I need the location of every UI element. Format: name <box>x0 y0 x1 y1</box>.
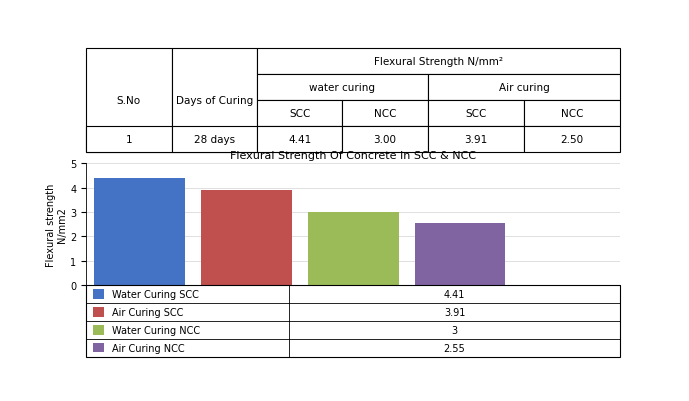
Bar <box>342 101 428 127</box>
Bar <box>92 290 104 299</box>
Bar <box>428 101 524 127</box>
Bar <box>257 75 428 101</box>
Bar <box>172 127 257 153</box>
Bar <box>428 127 524 153</box>
Bar <box>428 75 620 101</box>
Text: 28 DAYS: 28 DAYS <box>331 294 375 304</box>
Bar <box>524 127 620 153</box>
Text: 28 days: 28 days <box>194 135 235 145</box>
Text: 3.91: 3.91 <box>464 135 488 145</box>
Text: 4.41: 4.41 <box>444 290 465 299</box>
Bar <box>92 343 104 352</box>
Text: 2.50: 2.50 <box>560 135 584 145</box>
Bar <box>524 101 620 127</box>
Text: NCC: NCC <box>561 109 584 119</box>
Bar <box>342 127 428 153</box>
Text: SCC: SCC <box>289 109 311 119</box>
Text: Water Curing NCC: Water Curing NCC <box>112 325 200 335</box>
Bar <box>257 49 620 75</box>
Bar <box>415 223 505 286</box>
Bar <box>86 127 172 153</box>
Text: 2.55: 2.55 <box>444 343 466 353</box>
Text: 3: 3 <box>451 325 457 335</box>
Text: SCC: SCC <box>465 109 486 119</box>
Text: Air curing: Air curing <box>499 83 549 93</box>
Bar <box>201 190 291 286</box>
Bar <box>86 49 172 153</box>
Bar <box>257 101 342 127</box>
Text: NCC: NCC <box>374 109 396 119</box>
Bar <box>92 308 104 317</box>
Text: 4.41: 4.41 <box>288 135 311 145</box>
Text: 3.00: 3.00 <box>373 135 397 145</box>
Bar <box>172 49 257 153</box>
Bar <box>308 213 398 286</box>
Bar <box>92 326 104 335</box>
Y-axis label: Flexural strength
N/mm2: Flexural strength N/mm2 <box>45 183 68 266</box>
Text: 1: 1 <box>125 135 132 145</box>
Text: S.No: S.No <box>116 96 141 106</box>
Text: Days of Curing: Days of Curing <box>176 96 253 106</box>
Bar <box>257 127 342 153</box>
Bar <box>94 178 185 286</box>
Text: Flexural Strength N/mm²: Flexural Strength N/mm² <box>374 57 503 67</box>
Title: Flexural Strength Of Concrete In SCC & NCC: Flexural Strength Of Concrete In SCC & N… <box>230 150 476 160</box>
Text: Air Curing SCC: Air Curing SCC <box>112 307 183 317</box>
Text: Water Curing SCC: Water Curing SCC <box>112 290 198 299</box>
Text: water curing: water curing <box>309 83 376 93</box>
Text: 3.91: 3.91 <box>444 307 465 317</box>
Text: Air Curing NCC: Air Curing NCC <box>112 343 185 353</box>
